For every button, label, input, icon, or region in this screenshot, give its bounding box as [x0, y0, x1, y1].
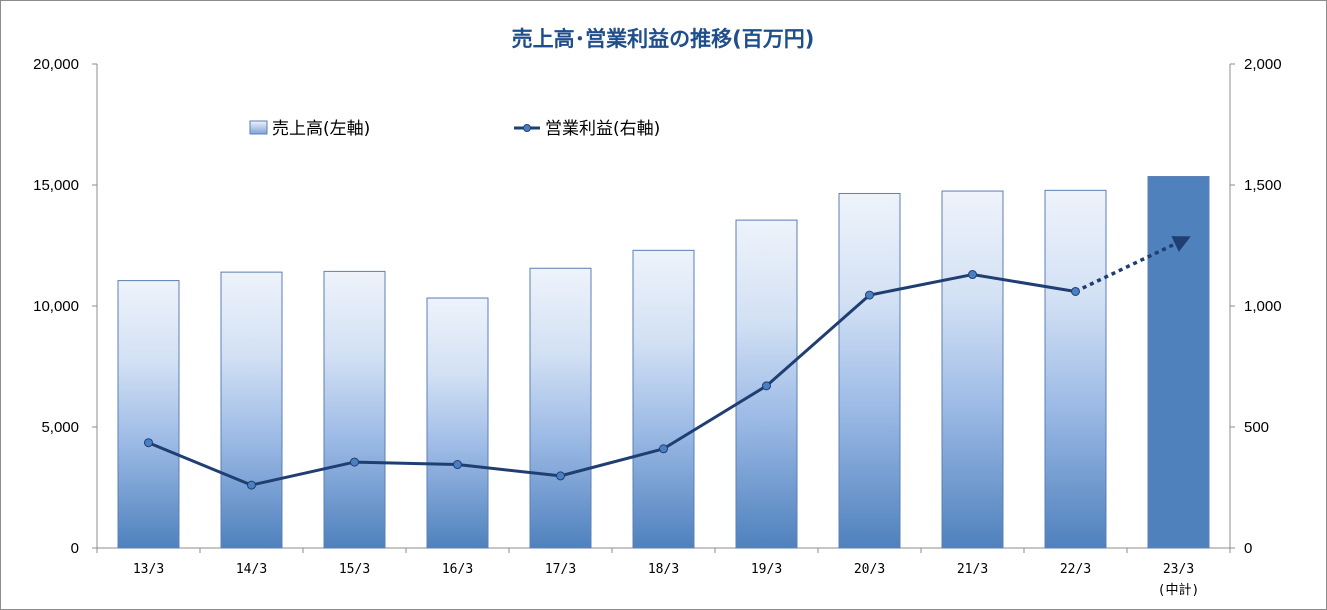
sales-bar	[426, 297, 489, 549]
left-tick-label: 10,000	[33, 298, 79, 315]
category-label: 18/3	[648, 562, 679, 577]
right-tick-label: 2,000	[1244, 56, 1282, 73]
operating-profit-point	[968, 270, 977, 280]
operating-profit-point	[1071, 286, 1080, 296]
legend-line-marker	[523, 124, 531, 132]
category-label: 17/3	[545, 562, 576, 577]
left-tick-label: 15,000	[33, 177, 79, 194]
category-label: 20/3	[854, 562, 885, 577]
bars	[117, 176, 1210, 549]
right-tick-label: 1,500	[1244, 177, 1282, 194]
left-tick-label: 0	[71, 540, 79, 557]
operating-profit-point	[144, 438, 153, 448]
sales-bar	[941, 190, 1004, 549]
right-tick-label: 500	[1244, 419, 1269, 436]
right-tick-label: 0	[1244, 540, 1252, 557]
right-tick-label: 1,000	[1244, 298, 1282, 315]
legend-label-sales: 売上高(左軸)	[272, 119, 370, 139]
left-tick-label: 5,000	[41, 419, 79, 436]
sales-bar	[1044, 189, 1107, 549]
operating-profit-point	[865, 290, 874, 300]
sales-bar	[529, 267, 592, 549]
operating-profit-line	[144, 236, 1191, 490]
legend: 売上高(左軸) 営業利益(右軸)	[249, 119, 660, 139]
operating-profit-point	[556, 471, 565, 481]
category-label: 19/3	[751, 562, 782, 577]
legend-bar-swatch	[249, 120, 268, 135]
category-label: 14/3	[236, 562, 267, 577]
legend-label-profit: 営業利益(右軸)	[545, 119, 660, 139]
operating-profit-path	[147, 273, 1076, 487]
operating-profit-point	[350, 457, 359, 467]
category-sublabel: (中計)	[1158, 582, 1200, 598]
operating-profit-point	[247, 480, 256, 490]
operating-profit-point	[659, 444, 668, 454]
category-label: 15/3	[339, 562, 370, 577]
axes: 0 5,000 10,000 15,000 20,000 0 500 1,000 1,500 2,…	[33, 56, 1281, 598]
category-label: 23/3	[1163, 562, 1194, 577]
sales-bar	[1147, 176, 1210, 549]
sales-bar	[838, 192, 901, 549]
category-label: 21/3	[957, 562, 988, 577]
sales-bar	[323, 270, 386, 549]
sales-bar	[220, 271, 283, 549]
operating-profit-point	[762, 381, 771, 391]
category-label: 16/3	[442, 562, 473, 577]
sales-bar	[117, 280, 180, 549]
chart-title: 売上高･営業利益の推移(百万円)	[512, 27, 815, 51]
operating-profit-point	[453, 460, 462, 470]
sales-bar	[632, 249, 695, 549]
category-label: 22/3	[1060, 562, 1091, 577]
left-tick-label: 20,000	[33, 56, 79, 73]
category-label: 13/3	[133, 562, 164, 577]
